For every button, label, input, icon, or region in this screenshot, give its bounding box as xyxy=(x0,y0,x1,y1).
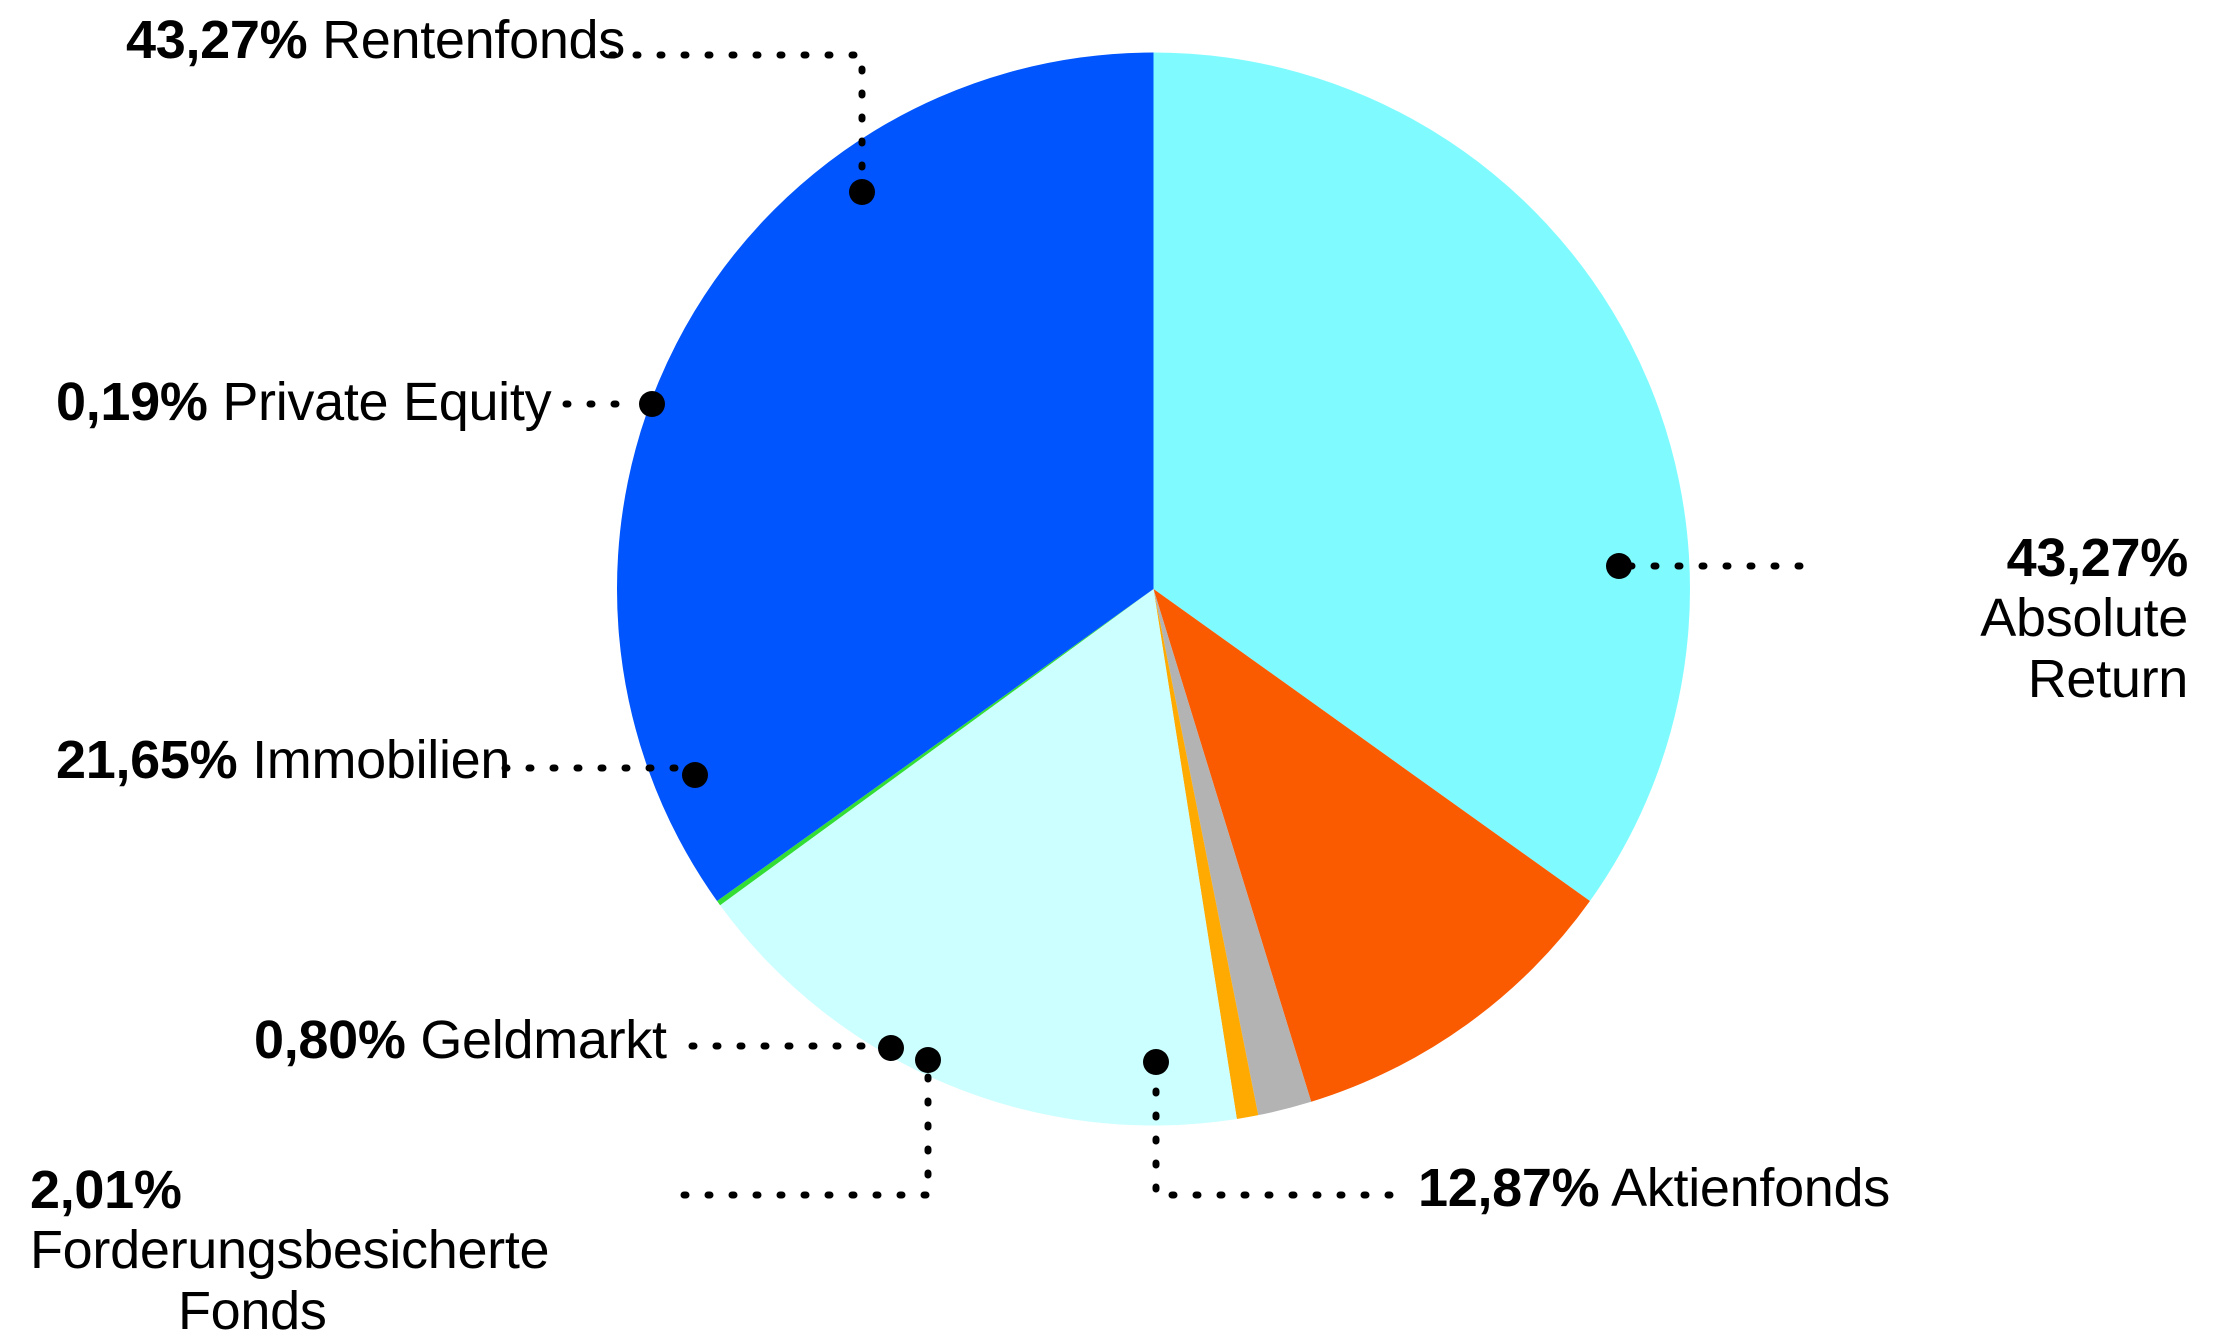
pie-slice-absolute-return[interactable] xyxy=(1153,52,1691,902)
pie-chart-svg xyxy=(501,51,1812,1199)
pie-slice-geldmarkt[interactable] xyxy=(1153,589,1259,1119)
leader-dot-immobilien xyxy=(682,762,708,788)
pie-slice-aktienfonds[interactable] xyxy=(1153,589,1590,1102)
pie-label-rentenfonds-name: Rentenfonds xyxy=(322,10,625,70)
leader-dot-rentenfonds xyxy=(849,179,875,205)
pie-label-aktienfonds-name: Aktienfonds xyxy=(1611,1158,1890,1218)
leader-dot-absolute-return xyxy=(1606,553,1632,579)
leader-dot-aktienfonds xyxy=(1143,1049,1169,1075)
leader-lines xyxy=(501,51,1812,1199)
leader-dots xyxy=(639,179,1632,1075)
pie-label-geldmarkt-name: Geldmarkt xyxy=(420,1010,667,1070)
pie-label-aktienfonds-value: 12,87% xyxy=(1418,1158,1600,1218)
pie-label-geldmarkt: 0,80% Geldmarkt xyxy=(254,1010,667,1070)
pie-label-rentenfonds-value: 43,27% xyxy=(126,10,308,70)
pie-label-absolute-return-name-line1: Absolute xyxy=(1980,588,2188,649)
pie-label-geldmarkt-value: 0,80% xyxy=(254,1010,406,1070)
pie-label-private-equity-name: Private Equity xyxy=(222,372,552,432)
pie-label-private-equity: 0,19% Private Equity xyxy=(56,372,552,432)
pie-label-immobilien-name: Immobilien xyxy=(252,730,511,790)
leader-line-forderungsbesicherte-fonds xyxy=(680,1060,932,1199)
pie-label-absolute-return-value: 43,27% xyxy=(2006,528,2189,588)
pie-slice-forderungsbesicherte-fonds[interactable] xyxy=(1153,589,1312,1116)
pie-label-forderungsbesicherte-fonds-name-line1: Forderungsbesicherte xyxy=(30,1220,550,1281)
pie-label-absolute-return-name-line2: Return xyxy=(2027,648,2189,709)
pie-label-forderungsbesicherte-fonds-value: 2,01% xyxy=(30,1160,182,1220)
pie-slice-rentenfonds[interactable] xyxy=(616,52,1154,902)
pie-slices xyxy=(616,52,1691,1126)
leader-line-rentenfonds xyxy=(608,51,866,189)
pie-label-aktienfonds: 12,87% Aktienfonds xyxy=(1418,1158,1890,1218)
leader-dot-private-equity xyxy=(639,391,665,417)
pie-slice-private-equity[interactable] xyxy=(717,589,1154,906)
pie-label-immobilien: 21,65% Immobilien xyxy=(56,730,510,790)
pie-label-forderungsbesicherte-fonds-name-line2: Fonds xyxy=(178,1280,327,1341)
pie-label-immobilien-value: 21,65% xyxy=(56,730,238,790)
pie-label-rentenfonds: 43,27% Rentenfonds xyxy=(126,10,625,70)
pie-label-forderungsbesicherte-fonds: 2,01% Forderungsbesicherte Fonds xyxy=(30,1160,670,1341)
pie-chart-figure: 43,27% Rentenfonds 0,19% Private Equity … xyxy=(30,10,2189,1341)
leader-line-aktienfonds xyxy=(1152,1063,1406,1199)
leader-dot-forderungsbesicherte-fonds xyxy=(915,1047,941,1073)
pie-slice-immobilien[interactable] xyxy=(720,589,1237,1126)
leader-dot-geldmarkt xyxy=(878,1035,904,1061)
pie-label-private-equity-value: 0,19% xyxy=(56,372,208,432)
pie-label-absolute-return: 43,27% Absolute Return xyxy=(1828,528,2188,709)
